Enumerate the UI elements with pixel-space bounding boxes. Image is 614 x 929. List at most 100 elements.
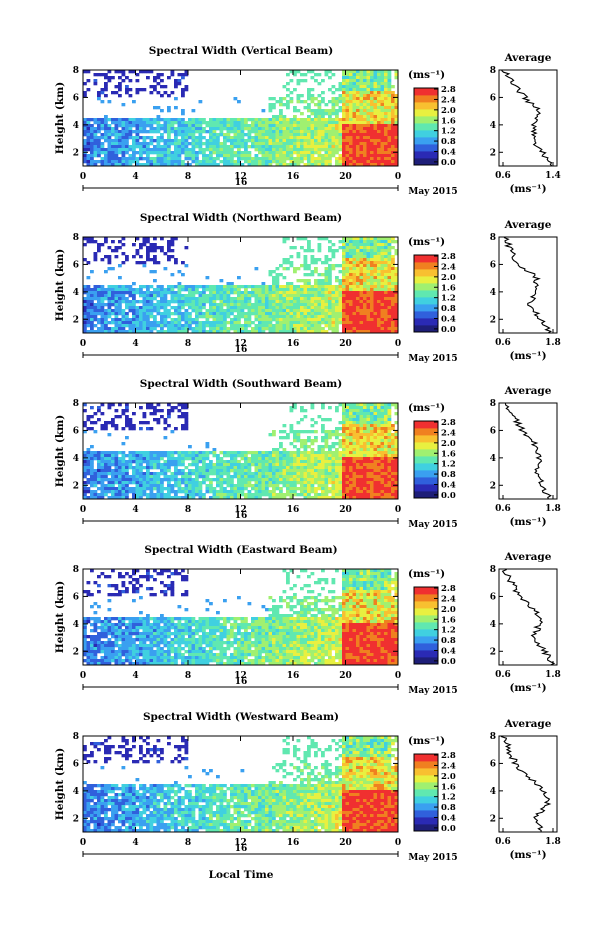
heatmap-cell <box>251 124 255 128</box>
heatmap-cell <box>195 136 199 140</box>
heatmap-cell <box>366 160 371 164</box>
heatmap-cell <box>146 297 150 301</box>
heatmap-cell <box>237 291 241 295</box>
heatmap-cell <box>317 109 322 113</box>
heatmap-cell <box>272 469 276 473</box>
heatmap-cell <box>100 121 105 125</box>
heatmap-cell <box>293 127 297 131</box>
heatmap-cell <box>345 73 350 77</box>
heatmap-cell <box>146 427 150 431</box>
heatmap-cell <box>324 279 329 283</box>
heatmap-cell <box>387 273 392 277</box>
heatmap-cell <box>314 481 318 485</box>
heatmap-cell <box>342 100 346 104</box>
heatmap-cell <box>86 457 91 461</box>
heatmap-cell <box>370 157 374 161</box>
heatmap-cell <box>86 490 91 494</box>
day-label: 16 <box>235 178 248 188</box>
heatmap-cell <box>303 496 308 500</box>
panel-3: Spectral Width (Southward Beam)0 4 8 12 16 20… <box>54 378 561 530</box>
heatmap-cell <box>219 279 224 283</box>
heatmap-cell <box>86 463 91 467</box>
heatmap-cell <box>268 270 273 274</box>
heatmap-cell <box>167 454 171 458</box>
heatmap-cell <box>352 258 357 262</box>
heatmap-cell <box>296 475 301 479</box>
heatmap-cell <box>251 142 255 146</box>
heatmap-cell <box>289 442 294 446</box>
heatmap-cell <box>118 285 122 289</box>
heatmap-cell <box>202 496 206 500</box>
heatmap-cell <box>121 412 126 416</box>
heatmap-cell <box>93 118 98 122</box>
heatmap-cell <box>272 151 276 155</box>
heatmap-cell <box>251 136 255 140</box>
heatmap-cell <box>384 324 388 328</box>
heatmap-cell <box>156 160 161 164</box>
heatmap-cell <box>191 303 196 307</box>
heatmap-cell <box>83 487 87 491</box>
y-tick-label: 2 <box>73 148 79 158</box>
heatmap-cell <box>345 285 350 289</box>
heatmap-cell <box>237 312 241 316</box>
heatmap-cell <box>198 300 203 304</box>
heatmap-cell <box>160 330 164 334</box>
heatmap-cell <box>181 273 185 277</box>
heatmap-cell <box>331 315 336 319</box>
heatmap-cell <box>142 466 147 470</box>
heatmap-cell <box>93 294 98 298</box>
heatmap-cell <box>366 240 371 244</box>
heatmap-cell <box>338 82 343 86</box>
heatmap-cell <box>321 330 325 334</box>
heatmap-cell <box>170 463 175 467</box>
heatmap-cell <box>209 297 213 301</box>
heatmap-cell <box>307 493 311 497</box>
heatmap-cell <box>380 315 385 319</box>
heatmap-cell <box>265 154 269 158</box>
heatmap-cell <box>104 315 108 319</box>
heatmap-cell <box>170 460 175 464</box>
heatmap-cell <box>209 300 213 304</box>
heatmap-cell <box>90 421 94 425</box>
heatmap-cell <box>370 151 374 155</box>
heatmap-cell <box>272 481 276 485</box>
heatmap-cell <box>289 454 294 458</box>
heatmap-cell <box>121 451 126 455</box>
heatmap-cell <box>167 130 171 134</box>
heatmap-cell <box>324 130 329 134</box>
heatmap-cell <box>321 285 325 289</box>
heatmap-cell <box>240 297 245 301</box>
heatmap-cell <box>310 315 315 319</box>
heatmap-cell <box>132 124 136 128</box>
heatmap-cell <box>212 130 217 134</box>
heatmap-cell <box>366 88 371 92</box>
heatmap-cell <box>377 103 381 107</box>
heatmap-cell <box>258 163 262 167</box>
heatmap-cell <box>286 261 290 265</box>
heatmap-cell <box>328 118 332 122</box>
heatmap-cell <box>125 121 129 125</box>
heatmap-cell <box>233 154 238 158</box>
heatmap-cell <box>317 142 322 146</box>
heatmap-cell <box>261 451 266 455</box>
average-x-tick-label: 1.8 <box>545 338 561 348</box>
heatmap-cell <box>184 330 189 334</box>
heatmap-cell <box>244 487 248 491</box>
heatmap-cell <box>272 330 276 334</box>
heatmap-cell <box>345 306 350 310</box>
heatmap-cell <box>293 115 297 119</box>
heatmap-cell <box>296 472 301 476</box>
heatmap-cell <box>219 330 224 334</box>
heatmap-cell <box>216 303 220 307</box>
heatmap-cell <box>167 324 171 328</box>
heatmap-cell <box>132 478 136 482</box>
heatmap-cell <box>104 493 108 497</box>
heatmap-cell <box>170 324 175 328</box>
heatmap-cell <box>275 460 280 464</box>
heatmap-cell <box>366 255 371 259</box>
heatmap-cell <box>324 312 329 316</box>
heatmap-cell <box>391 285 395 289</box>
heatmap-cell <box>380 154 385 158</box>
heatmap-cell <box>184 415 189 419</box>
heatmap-cell <box>317 321 322 325</box>
